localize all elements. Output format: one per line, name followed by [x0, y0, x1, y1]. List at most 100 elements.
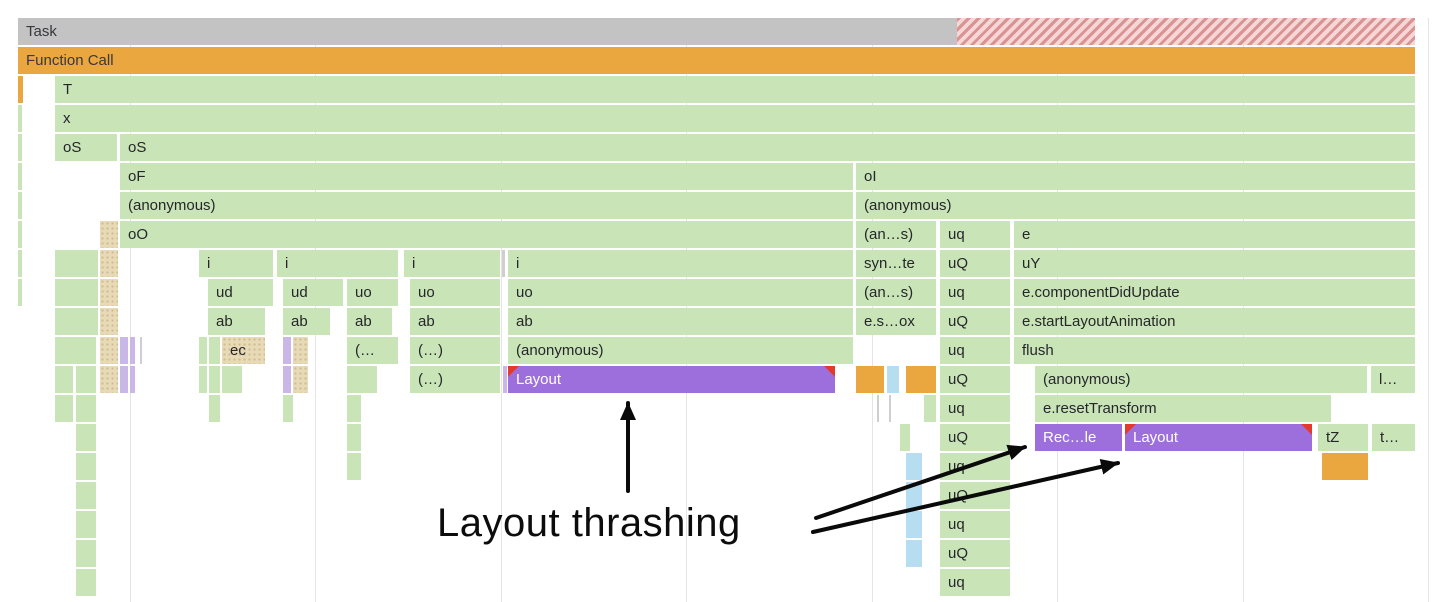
flame-bar-anonymous[interactable]: (anonymous) — [1035, 366, 1367, 393]
flame-bar[interactable] — [55, 366, 73, 393]
flame-bar[interactable] — [209, 395, 220, 422]
flame-bar-ab[interactable]: ab — [508, 308, 853, 335]
flame-bar[interactable] — [924, 395, 936, 422]
flame-bar-flush[interactable]: flush — [1014, 337, 1415, 364]
flame-bar[interactable] — [199, 337, 207, 364]
flame-bar-oi[interactable]: oI — [856, 163, 1415, 190]
flame-bar[interactable] — [283, 366, 291, 393]
flame-bar-layout[interactable]: Layout — [508, 366, 835, 393]
flame-bar-anonymous[interactable]: (anonymous) — [856, 192, 1415, 219]
flame-bar-t[interactable]: T — [55, 76, 1415, 103]
flame-bar-ud[interactable]: ud — [208, 279, 273, 306]
flame-bar-e[interactable]: e — [1014, 221, 1415, 248]
flame-bar[interactable] — [887, 366, 899, 393]
flame-bar-t[interactable]: t… — [1372, 424, 1415, 451]
flame-bar[interactable] — [18, 250, 22, 277]
flame-bar[interactable] — [900, 424, 910, 451]
flame-bar-anonymous[interactable]: (anonymous) — [508, 337, 853, 364]
flame-bar[interactable] — [76, 395, 96, 422]
flame-bar-an-s[interactable]: (an…s) — [856, 279, 936, 306]
flame-bar[interactable] — [503, 366, 507, 393]
flame-bar-of[interactable]: oF — [120, 163, 853, 190]
long-task-candystripe[interactable] — [957, 18, 1415, 45]
flame-bar[interactable] — [347, 424, 361, 451]
flame-bar-uo[interactable]: uo — [347, 279, 398, 306]
flame-bar-uq[interactable]: uQ — [940, 540, 1010, 567]
flame-bar-e-startlayoutanimation[interactable]: e.startLayoutAnimation — [1014, 308, 1415, 335]
flame-bar-[interactable]: (… — [347, 337, 398, 364]
flame-bar-i[interactable]: i — [404, 250, 500, 277]
flame-bar-layout[interactable]: Layout — [1125, 424, 1312, 451]
flame-bar[interactable] — [55, 279, 98, 306]
flame-bar-l[interactable]: l… — [1371, 366, 1415, 393]
flame-bar[interactable] — [18, 221, 22, 248]
flame-bar[interactable] — [906, 511, 922, 538]
flame-bar-uq[interactable]: uQ — [940, 308, 1010, 335]
flame-bar[interactable] — [76, 540, 96, 567]
flame-bar[interactable] — [76, 482, 96, 509]
flame-bar-[interactable]: (…) — [410, 366, 500, 393]
flame-bar[interactable] — [906, 482, 922, 509]
flame-bar-function-call[interactable]: Function Call — [18, 47, 1415, 74]
flame-bar-os[interactable]: oS — [120, 134, 1415, 161]
flame-bar[interactable] — [18, 163, 22, 190]
flame-bar[interactable] — [877, 395, 879, 422]
flame-bar-uq[interactable]: uq — [940, 569, 1010, 596]
flame-bar-uq[interactable]: uQ — [940, 366, 1010, 393]
flame-bar-uq[interactable]: uq — [940, 221, 1010, 248]
flame-bar[interactable] — [283, 395, 293, 422]
flame-bar-uo[interactable]: uo — [508, 279, 853, 306]
flame-bar-uq[interactable]: uq — [940, 279, 1010, 306]
flame-bar-e-resettransform[interactable]: e.resetTransform — [1035, 395, 1331, 422]
flame-bar[interactable] — [18, 279, 22, 306]
flame-bar[interactable] — [906, 540, 922, 567]
flame-bar-syn-te[interactable]: syn…te — [856, 250, 936, 277]
flame-bar[interactable] — [100, 308, 118, 335]
flame-bar-i[interactable]: i — [199, 250, 273, 277]
flame-bar-uq[interactable]: uq — [940, 395, 1010, 422]
flame-bar-ab[interactable]: ab — [410, 308, 500, 335]
flame-bar-ab[interactable]: ab — [347, 308, 392, 335]
flame-bar[interactable] — [347, 366, 377, 393]
flame-bar[interactable] — [76, 453, 96, 480]
flame-bar-i[interactable]: i — [508, 250, 853, 277]
flame-bar[interactable] — [18, 192, 22, 219]
flame-bar-uy[interactable]: uY — [1014, 250, 1415, 277]
flame-bar[interactable] — [120, 366, 128, 393]
flame-bar[interactable] — [293, 366, 308, 393]
flame-bar-e-componentdidupdate[interactable]: e.componentDidUpdate — [1014, 279, 1415, 306]
flame-bar[interactable] — [100, 221, 118, 248]
flame-bar-rec-le[interactable]: Rec…le — [1035, 424, 1122, 451]
flame-bar-os[interactable]: oS — [55, 134, 117, 161]
flame-bar[interactable] — [906, 366, 936, 393]
flame-bar-ab[interactable]: ab — [283, 308, 330, 335]
flame-bar-an-s[interactable]: (an…s) — [856, 221, 936, 248]
flame-bar-ec[interactable]: ec — [222, 337, 265, 364]
flame-bar[interactable] — [222, 366, 242, 393]
flame-bar[interactable] — [347, 453, 361, 480]
flame-bar[interactable] — [100, 366, 118, 393]
flame-bar[interactable] — [76, 569, 96, 596]
flame-bar-uq[interactable]: uq — [940, 337, 1010, 364]
flame-bar-uq[interactable]: uQ — [940, 424, 1010, 451]
flame-bar-i[interactable]: i — [277, 250, 398, 277]
flame-bar[interactable] — [120, 337, 128, 364]
flame-bar-ab[interactable]: ab — [208, 308, 265, 335]
flame-bar-oo[interactable]: oO — [120, 221, 853, 248]
flame-bar-[interactable]: (…) — [410, 337, 500, 364]
flame-bar[interactable] — [76, 424, 96, 451]
flame-bar-anonymous[interactable]: (anonymous) — [120, 192, 853, 219]
flame-bar[interactable] — [130, 337, 135, 364]
flame-bar[interactable] — [18, 76, 23, 103]
flame-bar[interactable] — [100, 337, 118, 364]
flame-bar-tz[interactable]: tZ — [1318, 424, 1368, 451]
flame-bar-ud[interactable]: ud — [283, 279, 343, 306]
flame-bar[interactable] — [293, 337, 308, 364]
flame-bar[interactable] — [209, 337, 220, 364]
flame-bar-uq[interactable]: uQ — [940, 482, 1010, 509]
flame-bar[interactable] — [76, 511, 96, 538]
flame-bar-uq[interactable]: uQ — [940, 250, 1010, 277]
flame-bar-x[interactable]: x — [55, 105, 1415, 132]
flame-bar-uo[interactable]: uo — [410, 279, 500, 306]
flame-bar[interactable] — [55, 308, 98, 335]
